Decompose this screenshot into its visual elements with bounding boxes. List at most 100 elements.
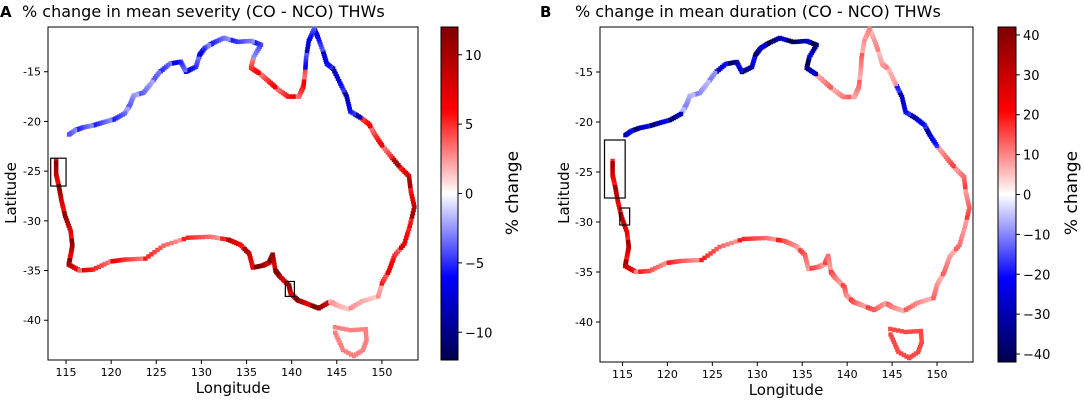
grid-cell — [619, 214, 624, 220]
grid-cell — [893, 81, 898, 87]
grid-cell — [359, 327, 365, 332]
grid-cell — [53, 162, 59, 168]
grid-cell — [228, 37, 233, 43]
grid-cell — [250, 263, 255, 268]
grid-cell — [962, 182, 968, 187]
grid-cell — [676, 259, 681, 264]
grid-cell — [365, 297, 370, 302]
grid-cell — [57, 186, 62, 191]
highlight-box — [284, 280, 295, 297]
grid-cell — [647, 268, 652, 274]
grid-cell — [911, 329, 916, 334]
grid-cell — [303, 60, 308, 65]
grid-cell — [246, 38, 251, 44]
highlight-box — [619, 207, 631, 226]
grid-cell — [335, 335, 340, 340]
grid-cell — [303, 62, 308, 67]
grid-cell — [409, 217, 414, 222]
grid-cell — [336, 325, 342, 331]
grid-cell — [320, 47, 325, 52]
grid-cell — [917, 344, 923, 350]
grid-cell — [334, 332, 339, 338]
grid-cell — [695, 257, 701, 263]
x-tick-label: 145 — [326, 366, 347, 379]
grid-cell — [613, 187, 618, 192]
grid-cell — [610, 168, 615, 173]
grid-cell — [871, 37, 877, 42]
grid-cell — [773, 237, 778, 242]
grid-cell — [409, 214, 415, 219]
grid-cell — [626, 242, 631, 247]
grid-cell — [892, 79, 897, 84]
grid-cell — [901, 102, 906, 107]
grid-cell — [88, 267, 94, 272]
grid-cell — [247, 251, 252, 256]
grid-cell — [410, 196, 415, 202]
colorbar-tick-label: 5 — [465, 118, 473, 133]
grid-cell — [337, 340, 342, 345]
grid-cell — [960, 230, 966, 236]
grid-cell — [613, 184, 618, 190]
grid-cell — [402, 241, 407, 246]
grid-cell — [625, 239, 631, 245]
grid-cell — [410, 211, 416, 216]
grid-cell — [920, 299, 925, 304]
grid-cell — [271, 260, 277, 265]
grid-cell — [62, 211, 67, 216]
grid-cell — [856, 82, 862, 87]
grid-cell — [610, 170, 615, 175]
grid-cell — [708, 251, 713, 256]
grid-cell — [828, 267, 833, 272]
grid-cell — [741, 236, 747, 242]
grid-cell — [699, 257, 704, 263]
grid-cell — [729, 240, 734, 246]
grid-cell — [272, 263, 277, 268]
grid-cell — [408, 186, 413, 191]
grid-cell — [84, 267, 89, 273]
grid-cell — [802, 38, 807, 44]
grid-cell — [858, 65, 864, 70]
grid-cell — [692, 258, 697, 263]
grid-cell — [962, 177, 967, 182]
grid-cell — [239, 39, 245, 44]
panel-a-colorbar-ticks: 10 5 0 −5 −10 — [458, 49, 492, 341]
grid-cell — [200, 234, 206, 240]
panel-b-y-label: Latitude — [555, 162, 573, 224]
grid-cell — [906, 355, 912, 361]
grid-cell — [764, 235, 769, 241]
grid-cell — [363, 340, 368, 345]
grid-cell — [745, 236, 750, 242]
grid-cell — [616, 204, 622, 210]
grid-cell — [125, 257, 131, 262]
grid-cell — [805, 262, 810, 267]
grid-cell — [875, 47, 880, 52]
grid-cell — [306, 41, 311, 46]
grid-cell — [364, 335, 369, 340]
grid-cell — [782, 37, 787, 42]
grid-cell — [793, 39, 798, 45]
grid-cell — [890, 337, 895, 342]
grid-cell — [53, 169, 59, 174]
grid-cell — [896, 349, 901, 355]
grid-cell — [404, 232, 410, 237]
grid-cell — [918, 328, 924, 334]
colorbar-tick-label: 10 — [465, 49, 482, 64]
grid-cell — [966, 203, 972, 208]
colorbar-tick-label: −30 — [1023, 308, 1050, 323]
grid-cell — [917, 299, 923, 305]
grid-cell — [613, 189, 619, 195]
grid-cell — [390, 258, 395, 263]
grid-cell — [899, 329, 904, 334]
grid-cell — [189, 235, 194, 240]
grid-cell — [244, 39, 249, 44]
grid-cell — [316, 37, 321, 42]
panel-a-label: A — [0, 3, 12, 21]
grid-cell — [355, 301, 360, 307]
grid-cell — [918, 331, 924, 336]
grid-cell — [348, 327, 353, 333]
grid-cell — [404, 235, 409, 240]
grid-cell — [139, 256, 145, 261]
grid-cell — [705, 253, 710, 258]
grid-cell — [962, 179, 967, 185]
grid-cell — [943, 264, 949, 270]
